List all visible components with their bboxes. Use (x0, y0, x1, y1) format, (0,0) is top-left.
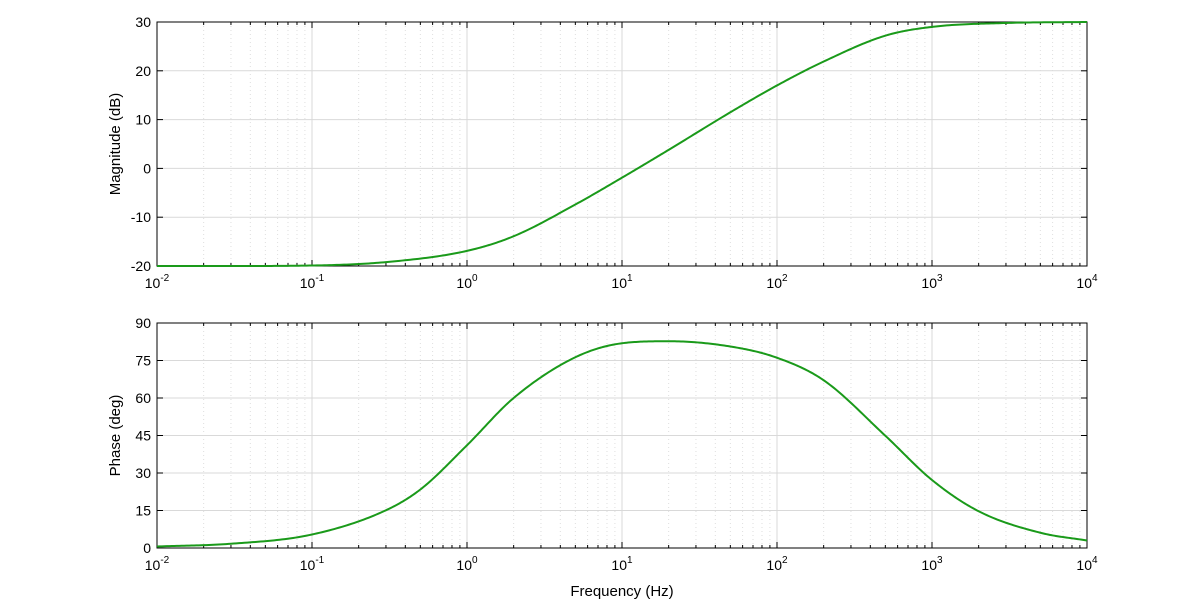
x-tick-label: 102 (766, 555, 788, 573)
y-axis-label: Magnitude (dB) (107, 93, 124, 196)
y-tick-label: 45 (135, 428, 151, 444)
y-tick-label: 30 (135, 465, 151, 481)
plot-frame (156, 322, 1088, 549)
x-tick-label: 101 (611, 555, 633, 573)
x-tick-label: 10-2 (145, 555, 170, 573)
y-tick-label: 0 (143, 540, 151, 556)
y-tick-label: -20 (131, 258, 151, 274)
x-tick-label: 10-1 (300, 555, 325, 573)
y-tick-label: 15 (135, 503, 151, 519)
series-line-1-0 (156, 340, 1088, 548)
x-tick-label: 103 (921, 273, 943, 291)
x-tick-label: 100 (456, 273, 478, 291)
y-tick-label: 20 (135, 63, 151, 79)
y-tick-label: 10 (135, 112, 151, 128)
y-tick-label: 60 (135, 390, 151, 406)
x-tick-label: 10-1 (300, 273, 325, 291)
y-tick-label: -10 (131, 209, 151, 225)
x-axis-label: Frequency (Hz) (570, 583, 673, 600)
series-line-0-0 (157, 21, 1088, 267)
panel-1: 0 15 30 45 60 75 90 10-2 10-1 100 101 102 103 104 Phas… (107, 315, 1098, 600)
y-tick-label: 30 (135, 14, 151, 30)
x-tick-label: 101 (611, 273, 633, 291)
y-tick-label: 75 (135, 353, 151, 369)
plot-frame (156, 21, 1088, 267)
x-tick-label: 10-2 (145, 273, 170, 291)
x-tick-label: 103 (921, 555, 943, 573)
x-tick-label: 102 (766, 273, 788, 291)
panel-0: -20 -10 0 10 20 30 10-2 10-1 100 101 102 103 104 Magn… (107, 14, 1098, 291)
x-tick-label: 100 (456, 555, 478, 573)
x-tick-label: 104 (1076, 555, 1098, 573)
y-axis-label: Phase (deg) (107, 395, 124, 477)
y-tick-label: 0 (143, 160, 151, 176)
x-tick-label: 104 (1076, 273, 1098, 291)
y-tick-label: 90 (135, 315, 151, 331)
